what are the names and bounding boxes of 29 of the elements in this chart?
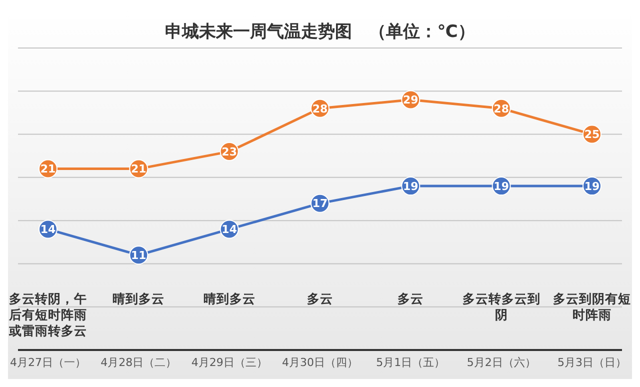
data-label: 11 — [131, 248, 146, 262]
data-label: 29 — [403, 94, 418, 107]
annotation: 多云转阴，午后有短时阵雨或雷雨转多云 — [8, 290, 88, 339]
x-tick-label: 5月2日（六） — [466, 356, 536, 369]
data-label: 21 — [131, 162, 146, 176]
data-label: 19 — [403, 180, 418, 193]
chart-title: 申城未来一周气温走势图 （单位：℃） — [164, 21, 476, 44]
x-tick-label: 4月28日（二） — [100, 356, 177, 369]
data-label: 21 — [40, 162, 56, 176]
data-label: 17 — [312, 197, 328, 210]
annotation: 晴到多云 — [202, 290, 256, 307]
x-tick-label: 5月3日（日） — [558, 356, 626, 369]
data-label: 19 — [584, 180, 600, 193]
annotation: 多云到阴有短时阵雨 — [552, 290, 632, 323]
x-tick-label: 4月29日（三） — [191, 356, 268, 369]
x-tick-label: 5月1日（五） — [376, 356, 446, 369]
data-label: 23 — [222, 145, 237, 158]
annotation: 多云转多云到阴 — [461, 290, 542, 323]
data-label: 28 — [494, 102, 509, 116]
data-label: 14 — [40, 223, 56, 236]
data-label: 28 — [312, 102, 328, 116]
x-tick-label: 4月27日（一） — [10, 356, 86, 369]
x-tick-label: 4月30日（四） — [282, 356, 358, 369]
data-label: 25 — [584, 128, 600, 142]
data-label: 14 — [222, 223, 238, 236]
annotation: 多云 — [396, 290, 425, 307]
annotation: 晴到多云 — [112, 290, 166, 307]
data-label: 19 — [494, 180, 509, 193]
annotation: 多云 — [306, 290, 334, 307]
